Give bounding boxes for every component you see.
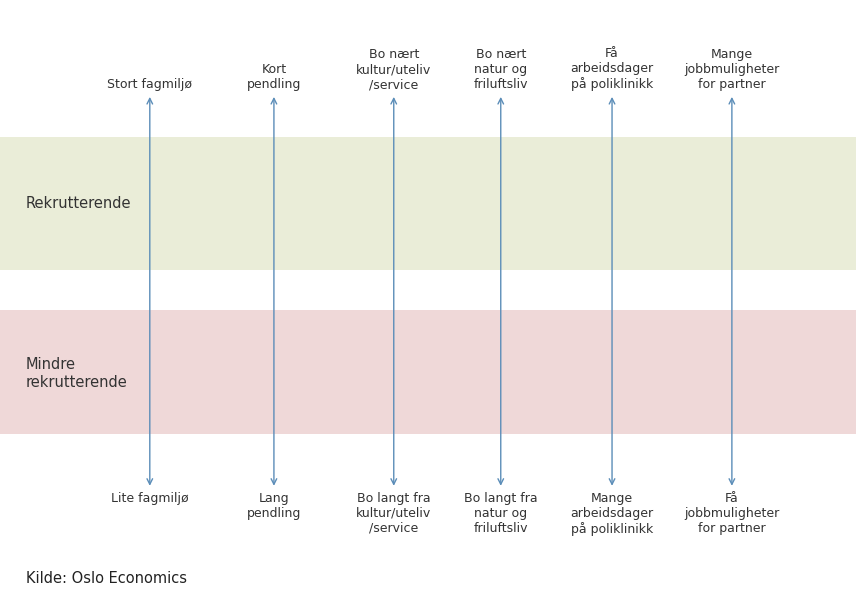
Text: Bo nært
kultur/uteliv
/service: Bo nært kultur/uteliv /service: [356, 48, 431, 91]
Text: Stort fagmiljø: Stort fagmiljø: [107, 78, 193, 91]
Text: Lang
pendling: Lang pendling: [247, 492, 301, 520]
Bar: [0, 310, 856, 434]
Text: Mange
arbeidsdager
på poliklinikk: Mange arbeidsdager på poliklinikk: [570, 492, 654, 536]
Text: Bo langt fra
natur og
friluftsliv: Bo langt fra natur og friluftsliv: [464, 492, 538, 535]
Text: Lite fagmiljø: Lite fagmiljø: [111, 492, 188, 504]
Text: Bo nært
natur og
friluftsliv: Bo nært natur og friluftsliv: [473, 48, 528, 91]
Text: Kilde: Oslo Economics: Kilde: Oslo Economics: [26, 571, 187, 586]
Text: Rekrutterende: Rekrutterende: [26, 196, 131, 211]
Text: Få
arbeidsdager
på poliklinikk: Få arbeidsdager på poliklinikk: [570, 47, 654, 91]
Bar: [0, 137, 856, 270]
Text: Mange
jobbmuligheter
for partner: Mange jobbmuligheter for partner: [684, 48, 780, 91]
Text: Bo langt fra
kultur/uteliv
/service: Bo langt fra kultur/uteliv /service: [356, 492, 431, 535]
Text: Få
jobbmuligheter
for partner: Få jobbmuligheter for partner: [684, 492, 780, 535]
Text: Mindre
rekrutterende: Mindre rekrutterende: [26, 357, 128, 390]
Text: Kort
pendling: Kort pendling: [247, 63, 301, 91]
